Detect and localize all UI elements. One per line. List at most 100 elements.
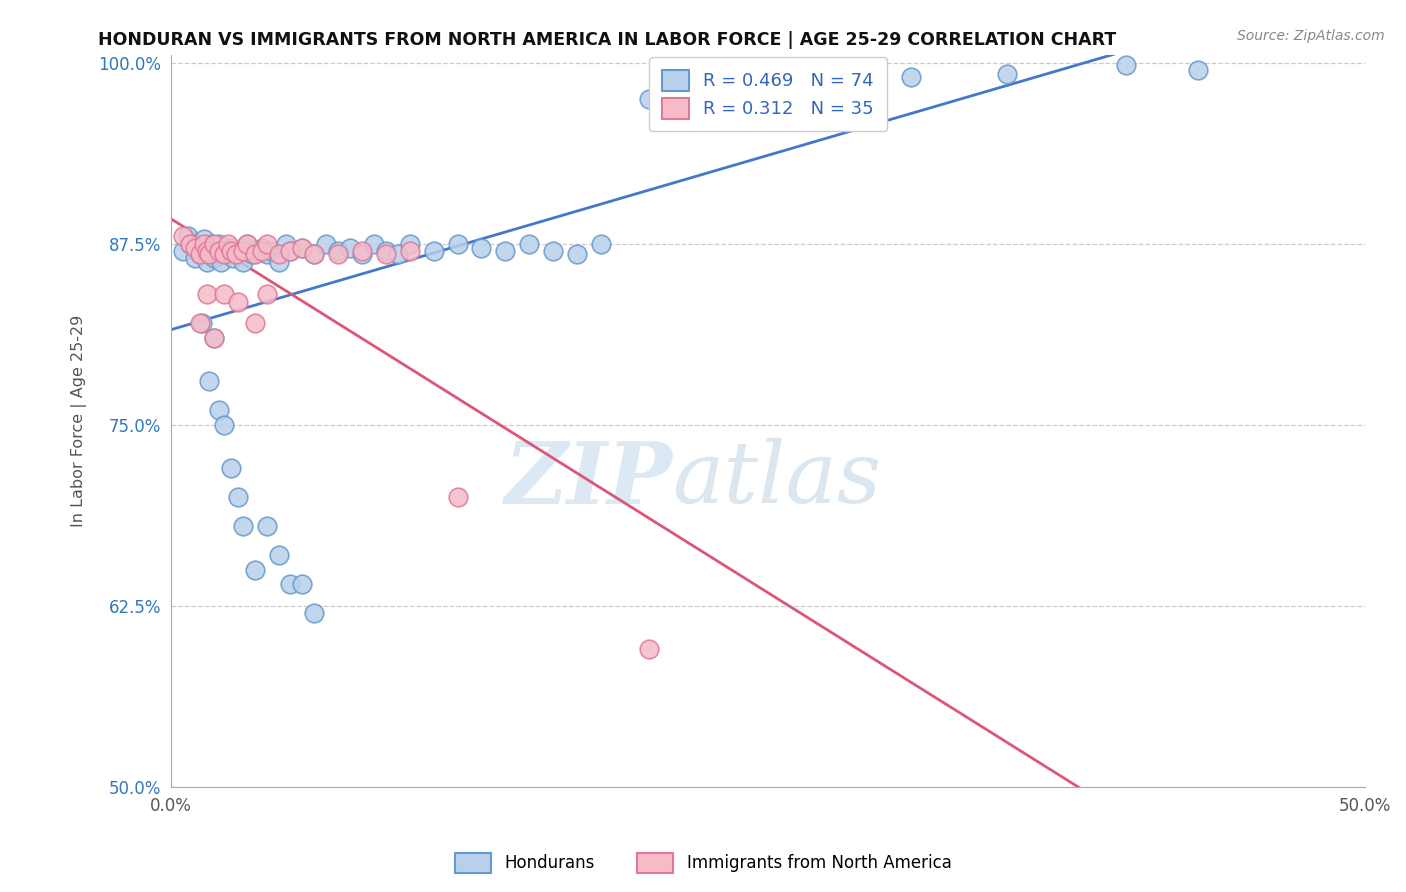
Point — [188, 247, 211, 261]
Point — [240, 247, 263, 261]
Y-axis label: In Labor Force | Age 25-29: In Labor Force | Age 25-29 — [72, 315, 87, 527]
Point — [225, 247, 247, 261]
Point — [236, 236, 259, 251]
Point — [219, 461, 242, 475]
Point — [198, 247, 221, 261]
Point — [202, 331, 225, 345]
Point — [198, 247, 221, 261]
Point — [685, 92, 707, 106]
Text: Source: ZipAtlas.com: Source: ZipAtlas.com — [1237, 29, 1385, 43]
Point — [995, 67, 1018, 81]
Point — [184, 241, 207, 255]
Point — [212, 417, 235, 432]
Point — [250, 244, 273, 258]
Point — [304, 247, 326, 261]
Point — [291, 577, 314, 591]
Point — [1187, 62, 1209, 77]
Point — [212, 287, 235, 301]
Point — [198, 374, 221, 388]
Point — [201, 236, 224, 251]
Point — [195, 244, 218, 258]
Point — [387, 247, 409, 261]
Point — [517, 236, 540, 251]
Point — [226, 294, 249, 309]
Point — [217, 236, 239, 251]
Point — [315, 236, 337, 251]
Point — [172, 244, 194, 258]
Point — [208, 247, 231, 261]
Point — [219, 241, 242, 255]
Point — [188, 316, 211, 330]
Point — [191, 316, 214, 330]
Point — [256, 519, 278, 533]
Point — [179, 236, 201, 251]
Point — [226, 247, 249, 261]
Point — [637, 92, 659, 106]
Point — [398, 244, 420, 258]
Text: ZIP: ZIP — [505, 438, 672, 521]
Point — [470, 241, 492, 255]
Point — [193, 232, 215, 246]
Point — [246, 244, 269, 258]
Point — [374, 247, 396, 261]
Point — [195, 287, 218, 301]
Point — [208, 244, 231, 258]
Point — [422, 244, 444, 258]
Point — [339, 241, 361, 255]
Point — [446, 236, 468, 251]
Point — [191, 241, 214, 255]
Point — [188, 247, 211, 261]
Point — [205, 244, 228, 258]
Point — [267, 247, 290, 261]
Point — [756, 73, 779, 87]
Point — [637, 642, 659, 657]
Point — [280, 244, 302, 258]
Legend: Hondurans, Immigrants from North America: Hondurans, Immigrants from North America — [449, 847, 957, 880]
Point — [243, 563, 266, 577]
Point — [494, 244, 516, 258]
Point — [195, 244, 218, 258]
Text: atlas: atlas — [672, 438, 882, 521]
Point — [352, 244, 374, 258]
Point — [184, 236, 207, 251]
Point — [243, 316, 266, 330]
Point — [193, 236, 215, 251]
Point — [267, 548, 290, 562]
Point — [260, 244, 283, 258]
Point — [398, 236, 420, 251]
Point — [236, 236, 259, 251]
Point — [352, 247, 374, 261]
Point — [565, 247, 588, 261]
Point — [225, 244, 247, 258]
Point — [222, 251, 245, 265]
Point — [202, 331, 225, 345]
Point — [195, 255, 218, 269]
Point — [217, 244, 239, 258]
Point — [212, 244, 235, 258]
Point — [446, 490, 468, 504]
Point — [232, 255, 254, 269]
Point — [209, 255, 232, 269]
Point — [184, 251, 207, 265]
Legend: R = 0.469   N = 74, R = 0.312   N = 35: R = 0.469 N = 74, R = 0.312 N = 35 — [650, 57, 887, 131]
Point — [256, 236, 278, 251]
Point — [267, 255, 290, 269]
Point — [208, 236, 231, 251]
Point — [202, 251, 225, 265]
Point — [291, 241, 314, 255]
Point — [328, 247, 350, 261]
Point — [541, 244, 564, 258]
Point — [828, 73, 851, 87]
Point — [177, 229, 200, 244]
Point — [208, 403, 231, 417]
Text: HONDURAN VS IMMIGRANTS FROM NORTH AMERICA IN LABOR FORCE | AGE 25-29 CORRELATION: HONDURAN VS IMMIGRANTS FROM NORTH AMERIC… — [98, 31, 1116, 49]
Point — [212, 247, 235, 261]
Point — [328, 244, 350, 258]
Point — [589, 236, 612, 251]
Point — [172, 229, 194, 244]
Point — [363, 236, 385, 251]
Point — [250, 241, 273, 255]
Point — [256, 247, 278, 261]
Point — [232, 244, 254, 258]
Point — [291, 241, 314, 255]
